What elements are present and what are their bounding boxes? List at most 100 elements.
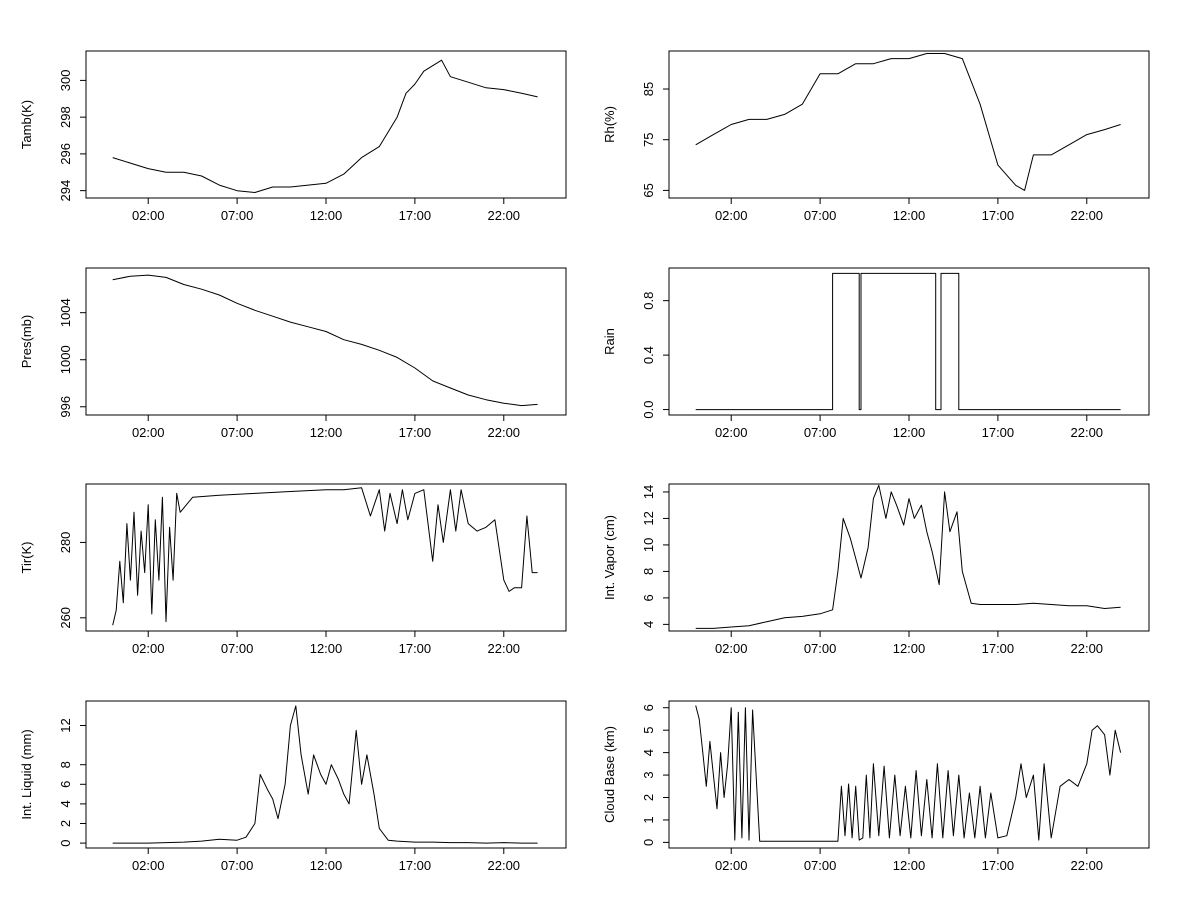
x-tick-label: 22:00 (1071, 641, 1104, 656)
x-tick-label: 12:00 (310, 858, 343, 873)
x-tick-label: 07:00 (804, 641, 837, 656)
panel-5: 02:00 07:00 12:00 17:00 22:00 260 280 Tir(K) (19, 483, 567, 656)
y-tick-label: 1000 (58, 345, 73, 374)
x-tick-label: 17:00 (399, 641, 432, 656)
plot-frame (85, 700, 567, 849)
y-axis-label: Cloud Base (km) (602, 726, 617, 823)
x-tick-label: 22:00 (1071, 425, 1104, 440)
y-tick-label: 300 (58, 70, 73, 92)
y-tick-label: 0 (58, 839, 73, 846)
y-tick-label: 65 (641, 183, 656, 197)
y-tick-label: 3 (641, 771, 656, 778)
y-tick-label: 0 (641, 839, 656, 846)
x-tick-label: 22:00 (488, 208, 521, 223)
y-tick-label: 75 (641, 132, 656, 146)
y-tick-label: 1004 (58, 298, 73, 327)
data-line (112, 705, 538, 844)
y-tick-label: 6 (58, 781, 73, 788)
y-tick-label: 298 (58, 106, 73, 128)
y-tick-label: 0.8 (641, 292, 656, 310)
x-tick-label: 07:00 (804, 208, 837, 223)
y-axis-label: Tir(K) (19, 541, 34, 573)
x-tick-label: 17:00 (982, 858, 1015, 873)
data-line (112, 487, 538, 626)
y-tick-label: 296 (58, 143, 73, 165)
x-tick-label: 07:00 (804, 858, 837, 873)
y-tick-label: 6 (641, 704, 656, 711)
x-tick-label: 02:00 (715, 858, 748, 873)
panel-6: 02:00 07:00 12:00 17:00 22:00 4 6 8 10 12 14 Int. V… (602, 483, 1150, 656)
y-axis-label: Rain (602, 328, 617, 355)
plot-frame (668, 700, 1150, 849)
y-tick-label: 6 (641, 594, 656, 601)
y-tick-label: 2 (641, 794, 656, 801)
y-tick-label: 12 (58, 718, 73, 732)
data-line (695, 272, 1121, 411)
y-axis-label: Int. Vapor (cm) (602, 515, 617, 600)
x-tick-label: 12:00 (310, 425, 343, 440)
plot-frame (668, 267, 1150, 416)
y-tick-label: 8 (58, 761, 73, 768)
x-tick-label: 12:00 (893, 858, 926, 873)
y-tick-label: 0.4 (641, 346, 656, 364)
x-tick-label: 02:00 (715, 641, 748, 656)
data-line (695, 484, 1121, 629)
y-axis-label: Int. Liquid (mm) (19, 729, 34, 819)
x-tick-label: 12:00 (893, 208, 926, 223)
x-tick-label: 17:00 (399, 208, 432, 223)
y-tick-label: 996 (58, 396, 73, 418)
plot-frame (668, 50, 1150, 199)
y-tick-label: 12 (641, 511, 656, 525)
x-tick-label: 12:00 (893, 641, 926, 656)
x-tick-label: 02:00 (715, 208, 748, 223)
x-tick-label: 02:00 (132, 425, 165, 440)
y-axis-label: Rh(%) (602, 106, 617, 143)
x-tick-label: 07:00 (221, 641, 254, 656)
x-tick-label: 22:00 (488, 425, 521, 440)
x-tick-label: 07:00 (804, 425, 837, 440)
y-tick-label: 260 (58, 607, 73, 629)
panel-4: 02:00 07:00 12:00 17:00 22:00 0.0 0.4 0.8 Rain (602, 267, 1150, 440)
y-tick-label: 4 (58, 800, 73, 807)
x-tick-label: 02:00 (132, 858, 165, 873)
data-line (695, 53, 1121, 191)
data-line (112, 59, 538, 193)
y-tick-label: 294 (58, 180, 73, 202)
x-tick-label: 07:00 (221, 208, 254, 223)
y-tick-label: 0.0 (641, 401, 656, 419)
x-tick-label: 22:00 (488, 858, 521, 873)
x-tick-label: 17:00 (982, 641, 1015, 656)
panel-8: 02:00 07:00 12:00 17:00 22:00 0 1 2 3 4 5 6 Cloud Ba… (602, 700, 1150, 873)
panel-1: 02:00 07:00 12:00 17:00 22:00 294 296 298 300 Tam… (19, 50, 567, 223)
y-tick-label: 14 (641, 485, 656, 499)
y-tick-label: 8 (641, 568, 656, 575)
x-tick-label: 02:00 (715, 425, 748, 440)
x-tick-label: 17:00 (399, 858, 432, 873)
y-tick-label: 5 (641, 727, 656, 734)
y-tick-label: 2 (58, 820, 73, 827)
panel-2: 02:00 07:00 12:00 17:00 22:00 65 75 85 Rh(%) (602, 50, 1150, 223)
x-tick-label: 17:00 (982, 425, 1015, 440)
data-line (112, 274, 538, 407)
y-tick-label: 85 (641, 82, 656, 96)
panel-7: 02:00 07:00 12:00 17:00 22:00 0 2 4 6 8 12 Int. Liq… (19, 700, 567, 873)
y-axis-label: Pres(mb) (19, 315, 34, 368)
x-tick-label: 22:00 (1071, 858, 1104, 873)
x-tick-label: 17:00 (399, 425, 432, 440)
x-tick-label: 22:00 (488, 641, 521, 656)
x-tick-label: 07:00 (221, 425, 254, 440)
x-tick-label: 02:00 (132, 641, 165, 656)
y-tick-label: 280 (58, 532, 73, 554)
x-tick-label: 12:00 (310, 208, 343, 223)
x-tick-label: 22:00 (1071, 208, 1104, 223)
y-tick-label: 1 (641, 816, 656, 823)
plot-frame (85, 267, 567, 416)
y-tick-label: 4 (641, 621, 656, 628)
x-tick-label: 12:00 (310, 641, 343, 656)
data-line (695, 705, 1122, 842)
y-tick-label: 4 (641, 749, 656, 756)
plot-frame (668, 483, 1150, 632)
panel-3: 02:00 07:00 12:00 17:00 22:00 996 1000 1004 Pres… (19, 267, 567, 440)
x-tick-label: 12:00 (893, 425, 926, 440)
